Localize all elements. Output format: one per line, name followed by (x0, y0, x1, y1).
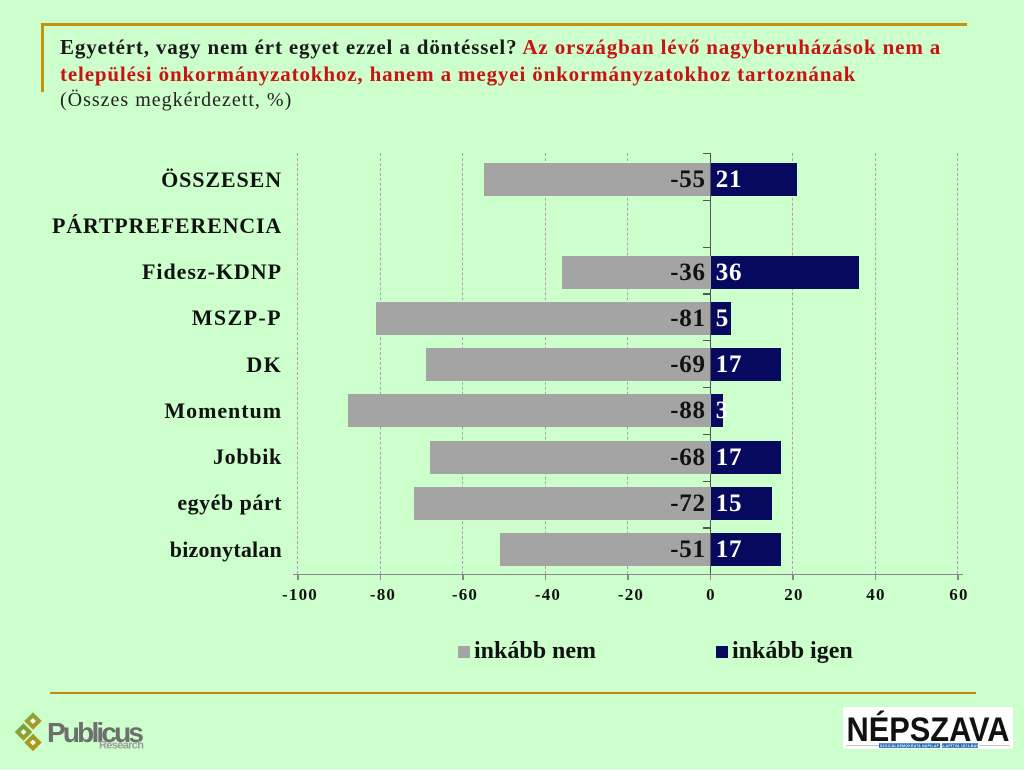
svg-text:ALAPÍTVA 1873-BAN: ALAPÍTVA 1873-BAN (941, 743, 980, 748)
svg-text:SZOCIÁLDEMOKRATA NAPILAP: SZOCIÁLDEMOKRATA NAPILAP (880, 743, 940, 748)
svg-text:Publicus: Publicus (47, 717, 144, 748)
svg-text:NÉPSZAVA: NÉPSZAVA (847, 711, 1010, 749)
svg-text:Research: Research (99, 740, 144, 752)
